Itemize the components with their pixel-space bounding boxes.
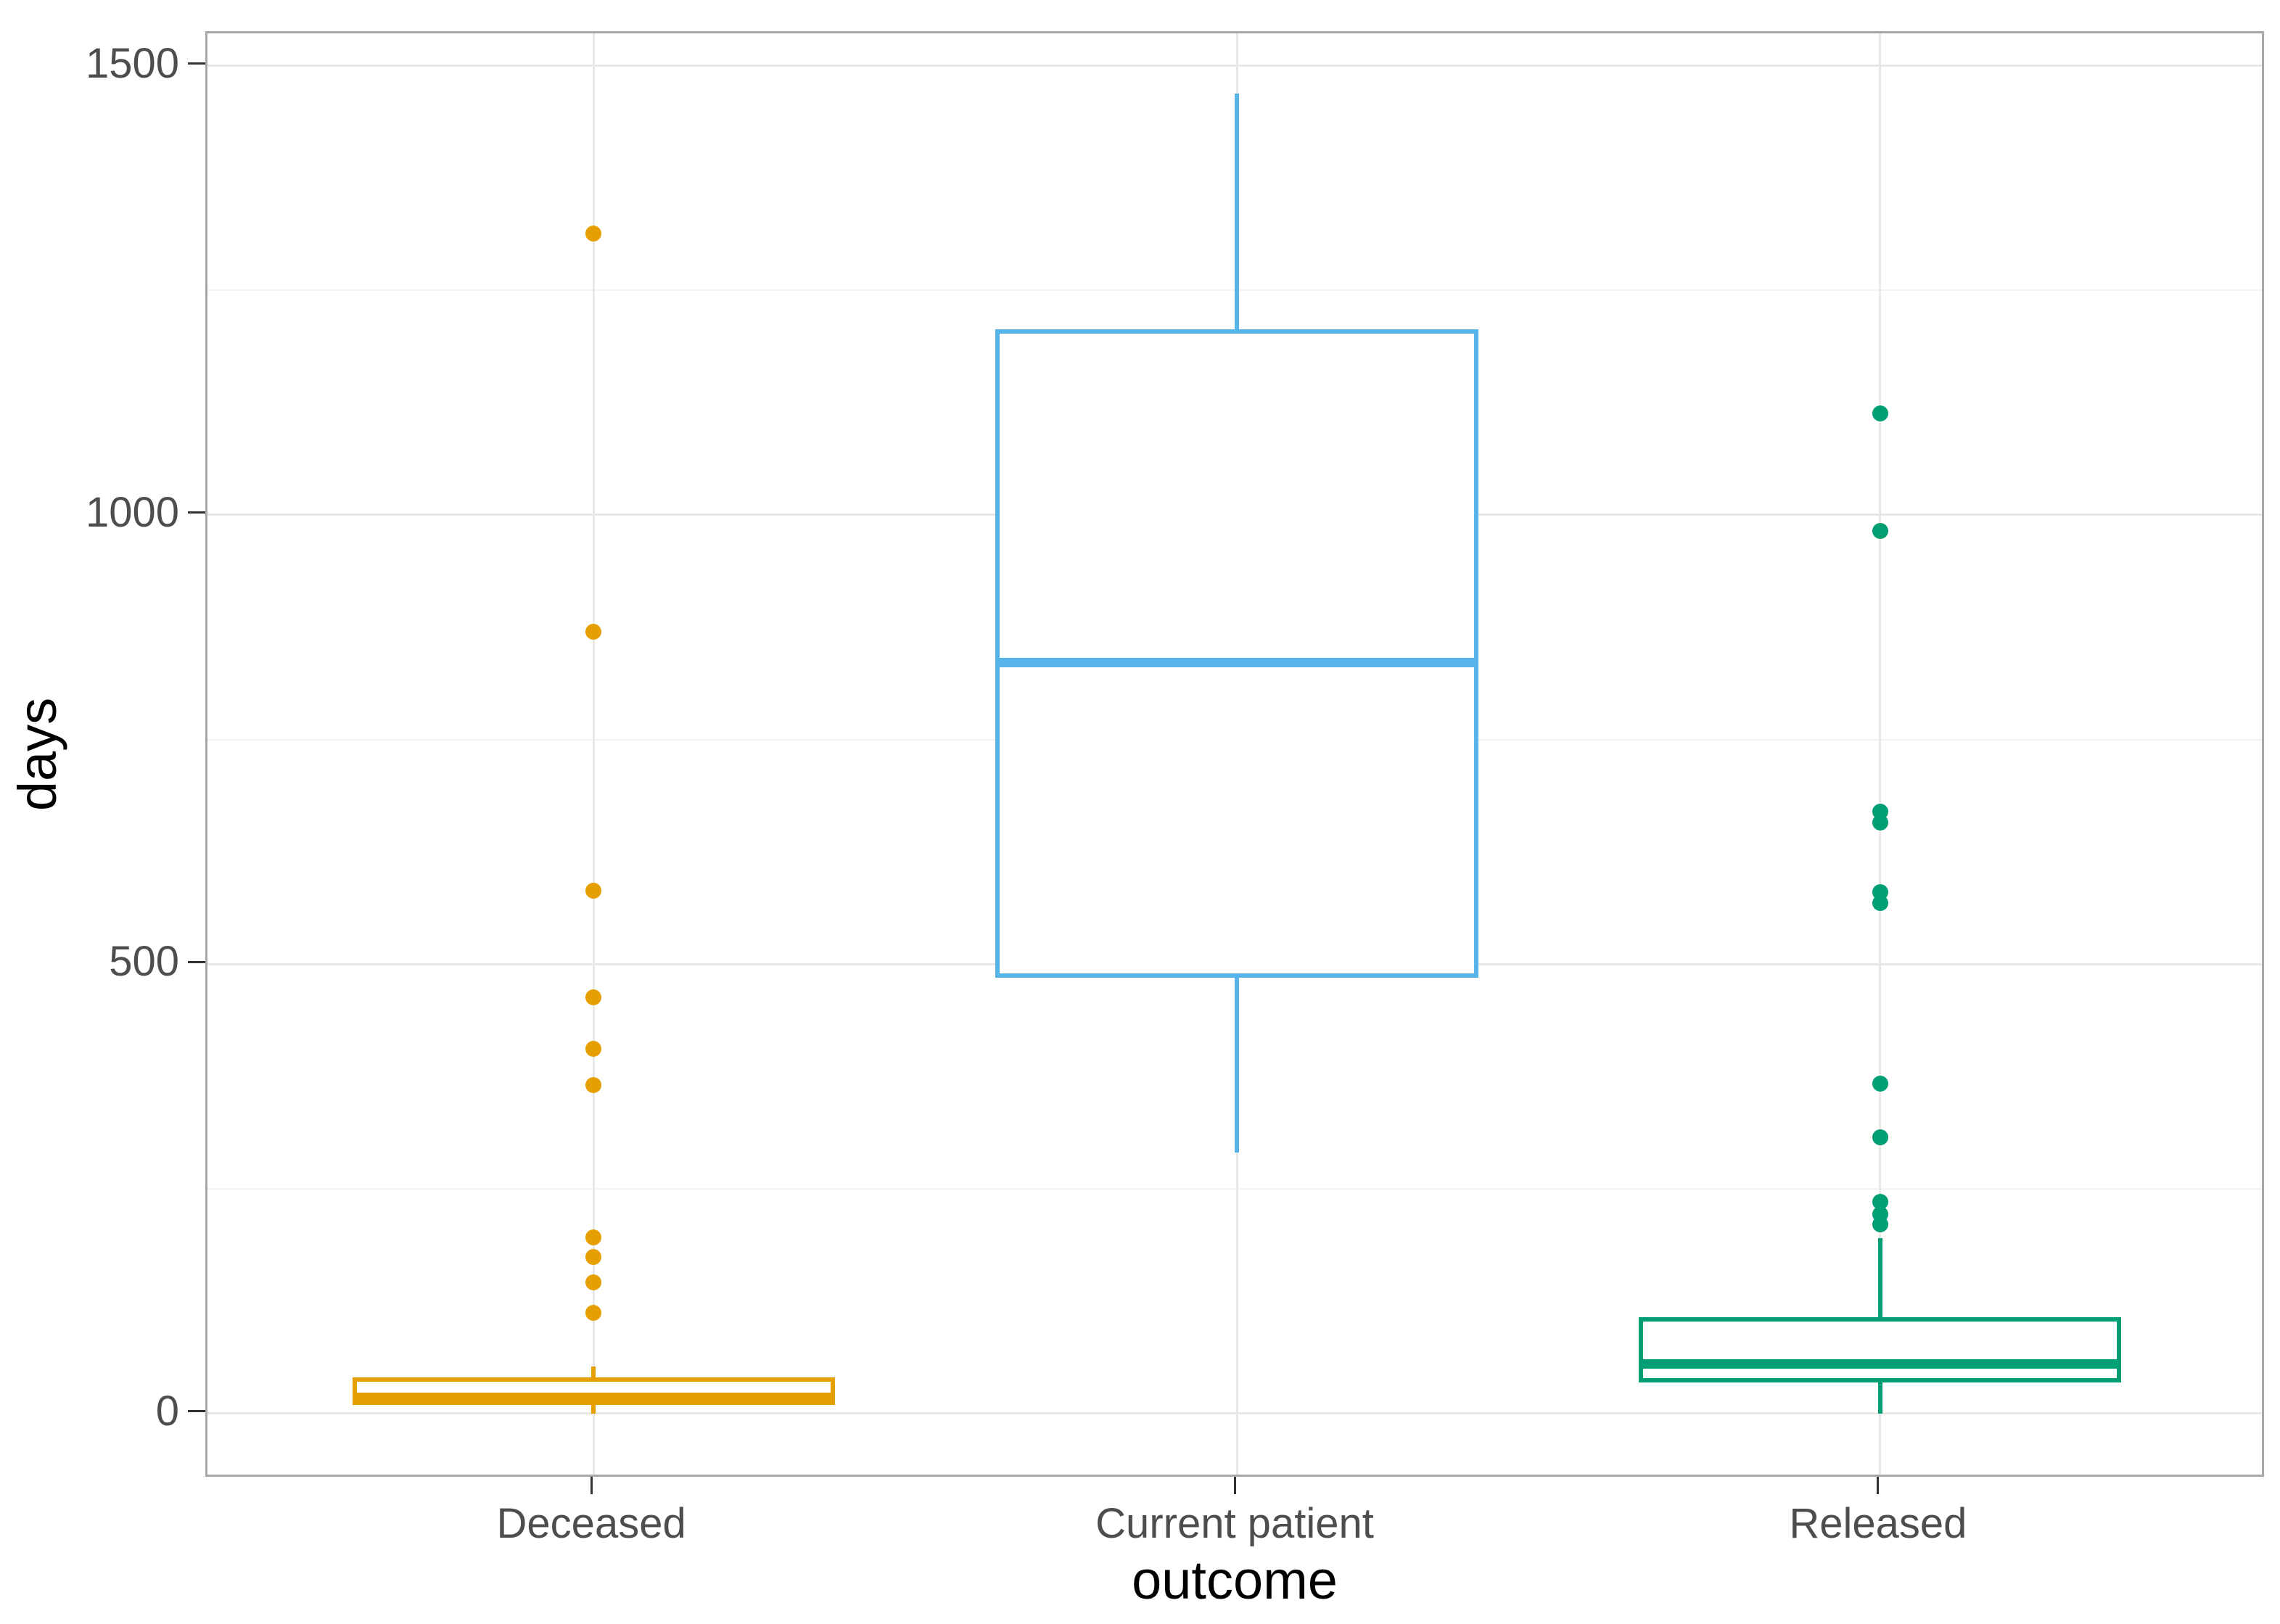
outlier-point bbox=[585, 1040, 602, 1057]
y-tick-mark bbox=[188, 62, 205, 65]
y-tick-mark bbox=[188, 960, 205, 963]
x-tick-mark bbox=[590, 1477, 593, 1494]
outlier-point bbox=[1872, 1075, 1888, 1092]
outlier-point bbox=[1872, 405, 1888, 421]
outlier-point bbox=[1872, 803, 1888, 820]
outlier-point bbox=[585, 226, 602, 242]
boxplot-median bbox=[1000, 657, 1474, 667]
box-whisker-upper bbox=[1877, 1238, 1882, 1318]
boxplot-median bbox=[1643, 1359, 2118, 1369]
outlier-point bbox=[585, 882, 602, 899]
box-whisker-upper bbox=[1235, 93, 1239, 329]
box-whisker-lower bbox=[591, 1405, 596, 1414]
y-tick-label: 0 bbox=[155, 1387, 179, 1435]
box-whisker-lower bbox=[1235, 977, 1239, 1153]
y-gridline-minor bbox=[207, 1187, 2262, 1190]
x-tick-label: Released bbox=[1789, 1500, 1967, 1547]
x-gridline-major bbox=[1879, 33, 1882, 1475]
outlier-point bbox=[1872, 884, 1888, 901]
boxplot-box bbox=[995, 329, 1478, 978]
x-tick-label: Current patient bbox=[1095, 1500, 1374, 1547]
outlier-point bbox=[1872, 1129, 1888, 1146]
outlier-point bbox=[585, 1249, 602, 1266]
box-whisker-lower bbox=[1877, 1382, 1882, 1414]
y-tick-label: 500 bbox=[109, 938, 179, 986]
y-tick-mark bbox=[188, 1410, 205, 1413]
x-gridline-major bbox=[592, 33, 595, 1475]
y-gridline-major bbox=[207, 65, 2262, 67]
plot-panel bbox=[205, 31, 2264, 1477]
outlier-point bbox=[585, 623, 602, 640]
x-axis-title: outcome bbox=[1132, 1550, 1338, 1610]
y-tick-label: 1500 bbox=[85, 39, 179, 87]
outlier-point bbox=[585, 1077, 602, 1094]
y-tick-mark bbox=[188, 511, 205, 514]
x-tick-label: Deceased bbox=[496, 1500, 686, 1547]
y-gridline-major bbox=[207, 1412, 2262, 1415]
outlier-point bbox=[1872, 1205, 1888, 1222]
boxplot-box bbox=[1639, 1317, 2122, 1383]
outlier-point bbox=[585, 1304, 602, 1321]
x-tick-mark bbox=[1877, 1477, 1880, 1494]
outlier-point bbox=[585, 1229, 602, 1245]
boxplot-median bbox=[356, 1392, 831, 1402]
outlier-point bbox=[585, 1274, 602, 1290]
box-whisker-upper bbox=[591, 1367, 596, 1378]
y-tick-label: 1000 bbox=[85, 488, 179, 536]
y-axis-title: days bbox=[7, 697, 67, 812]
x-tick-mark bbox=[1233, 1477, 1236, 1494]
outlier-point bbox=[1872, 1194, 1888, 1211]
outlier-point bbox=[585, 989, 602, 1006]
outlier-point bbox=[1872, 523, 1888, 540]
